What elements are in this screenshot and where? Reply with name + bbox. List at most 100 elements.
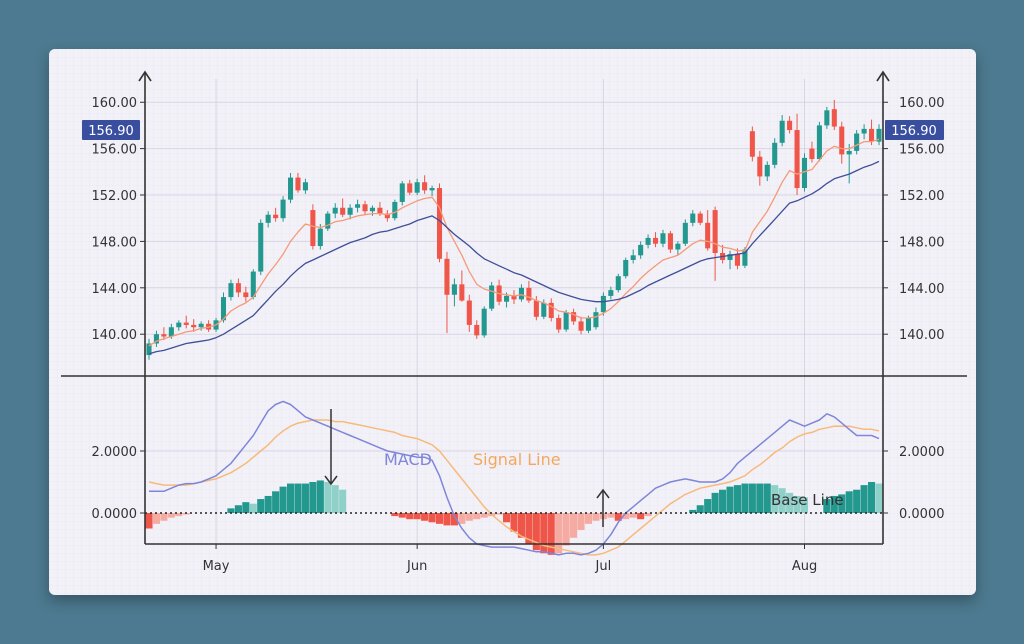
price-tag-left-label: 156.90 — [88, 124, 134, 139]
histogram-bar — [339, 489, 347, 513]
histogram-bar — [622, 513, 630, 520]
candle-body — [362, 204, 368, 212]
histogram-bar — [570, 513, 578, 538]
price-tick-label-right: 152.00 — [899, 189, 945, 204]
candle-body — [332, 207, 338, 214]
price-tick-label-left: 148.00 — [92, 235, 138, 250]
candle-body — [235, 283, 241, 293]
candle-body — [585, 317, 592, 331]
histogram-bar — [823, 499, 831, 513]
histogram-bar — [160, 513, 168, 521]
candle-body — [705, 222, 711, 249]
chart-card: 140.00 140.00 144.00 144.00 148.00 148.00 152.… — [49, 49, 976, 595]
histogram-bar — [503, 513, 511, 523]
gap-arrow-down — [324, 409, 338, 486]
candle-body — [511, 295, 517, 300]
histogram-bar — [748, 483, 756, 513]
candle-body — [325, 213, 331, 229]
price-tick-label-right: 144.00 — [899, 282, 945, 297]
candle-body — [250, 271, 256, 298]
candle-body — [697, 213, 703, 223]
candle-body — [712, 210, 718, 253]
histogram-bar — [272, 491, 280, 513]
candle-body — [436, 188, 443, 259]
left-axis-arrow — [138, 70, 152, 82]
price-tick-label-right: 148.00 — [899, 235, 945, 250]
month-tick-label: Aug — [792, 559, 817, 574]
ema-fast-line — [148, 138, 880, 347]
histogram-bar — [845, 491, 853, 513]
histogram-bar — [741, 483, 749, 513]
candle-body — [846, 150, 852, 155]
histogram-bar — [868, 482, 876, 513]
candle-body — [690, 213, 696, 223]
candle-body — [742, 249, 748, 266]
histogram-bar — [860, 485, 868, 513]
candle-body — [541, 302, 547, 317]
histogram-bar — [234, 505, 242, 513]
candle-body — [727, 254, 733, 260]
candle-body — [168, 327, 174, 337]
histogram-bar — [473, 513, 481, 520]
candle-body — [600, 295, 606, 313]
candle-body — [615, 276, 621, 291]
price-tick-label-right: 140.00 — [899, 328, 945, 343]
candle-body — [593, 312, 599, 328]
histogram-bar — [532, 513, 540, 551]
candle-body — [794, 130, 800, 189]
candle-body — [518, 287, 524, 300]
histogram-bar — [786, 492, 794, 513]
candle-body — [153, 334, 159, 344]
price-tag-left — [82, 120, 140, 140]
histogram-bar — [279, 486, 287, 513]
candle-body — [317, 228, 323, 247]
candle-body — [347, 207, 353, 215]
histogram-bar — [830, 495, 838, 513]
histogram-bar — [316, 480, 324, 513]
candle-body — [630, 255, 636, 260]
candle-body — [369, 207, 376, 212]
histogram-bar — [242, 502, 250, 513]
histogram-bar — [771, 485, 779, 513]
candle-body — [474, 324, 480, 336]
histogram-bar — [480, 513, 488, 518]
candle-body — [764, 164, 770, 177]
histogram-bar — [391, 513, 399, 517]
histogram-bar — [331, 485, 339, 513]
price-tick-label-left: 140.00 — [92, 328, 138, 343]
histogram-bar — [592, 513, 600, 521]
price-tick-label-left: 144.00 — [92, 282, 138, 297]
price-tick-label-right: 160.00 — [899, 96, 945, 111]
histogram-bar — [465, 513, 473, 521]
histogram-bar — [756, 483, 764, 513]
candle-body — [198, 323, 204, 328]
candle-body — [734, 254, 741, 266]
candle-body — [466, 300, 472, 325]
histogram-bar — [547, 513, 555, 555]
histogram-bar — [182, 513, 190, 515]
candle-body — [869, 128, 875, 142]
histogram-bar — [704, 499, 712, 513]
histogram-bar — [450, 513, 458, 526]
base-line-annotation: Base Line — [771, 491, 844, 509]
histogram-bar — [644, 513, 652, 517]
candle-body — [571, 312, 577, 322]
histogram-bar — [435, 513, 444, 524]
histogram-bar — [264, 495, 272, 513]
candle-body — [623, 259, 629, 277]
candle-body — [429, 188, 435, 191]
candle-body — [183, 322, 189, 325]
month-tick-label: May — [203, 559, 230, 574]
candle-body — [876, 128, 882, 142]
candle-body — [384, 213, 390, 219]
histogram-bar — [875, 483, 883, 513]
gap-arrow-up — [596, 488, 610, 527]
candle-body — [302, 182, 308, 191]
candle-body — [451, 284, 457, 295]
histogram-bar — [249, 503, 257, 513]
candle-body — [824, 110, 830, 126]
histogram-bar — [838, 494, 846, 513]
price-tick-label-left: 156.00 — [92, 143, 138, 158]
macd-tick-label-right: 0.0000 — [899, 507, 945, 522]
candle-body — [787, 120, 793, 131]
